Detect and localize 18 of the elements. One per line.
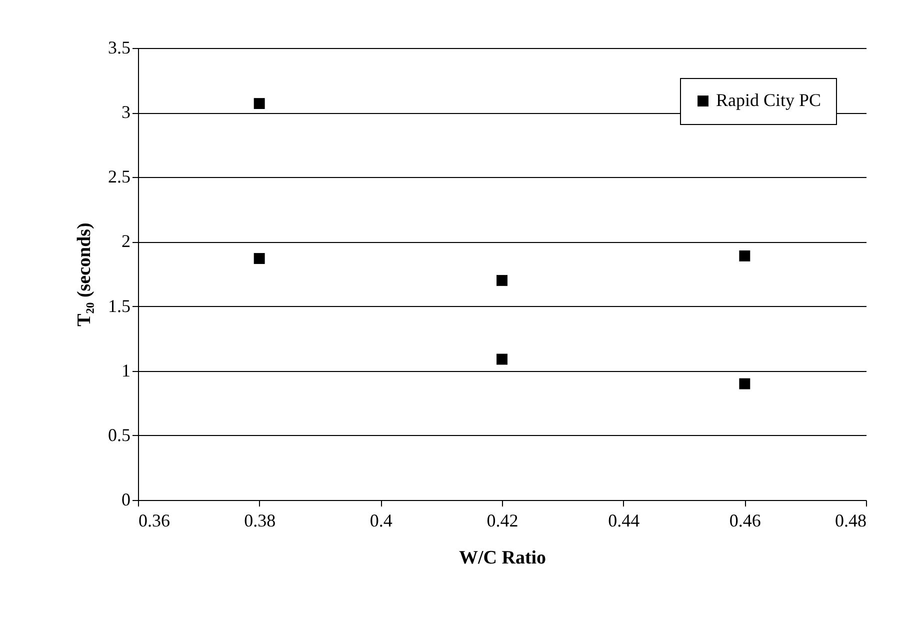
y-tick-label: 3	[122, 102, 130, 122]
x-tick-label: 0.38	[244, 510, 276, 530]
x-tick-label: 0.36	[138, 510, 170, 530]
y-tick-label: 0.5	[108, 424, 130, 445]
y-tick-label: 3.5	[108, 38, 130, 58]
y-tick-label: 2	[122, 231, 130, 252]
x-tick-label: 0.46	[729, 510, 761, 530]
y-tick-label: 1.5	[108, 296, 130, 316]
y-tick-label: 2.5	[108, 166, 130, 187]
y-axis-title: T₂₀ (seconds)	[74, 222, 95, 326]
x-tick-label: 0.4	[370, 510, 392, 530]
x-tick-label: 0.48	[835, 510, 866, 530]
y-tick-label: 1	[122, 360, 130, 380]
x-tick-label: 0.44	[608, 510, 640, 530]
y-tick-label: 0	[122, 490, 130, 510]
x-axis-title: W/C Ratio	[458, 548, 546, 568]
legend-label: Rapid City PC	[716, 90, 822, 110]
x-tick-label: 0.42	[486, 510, 518, 530]
